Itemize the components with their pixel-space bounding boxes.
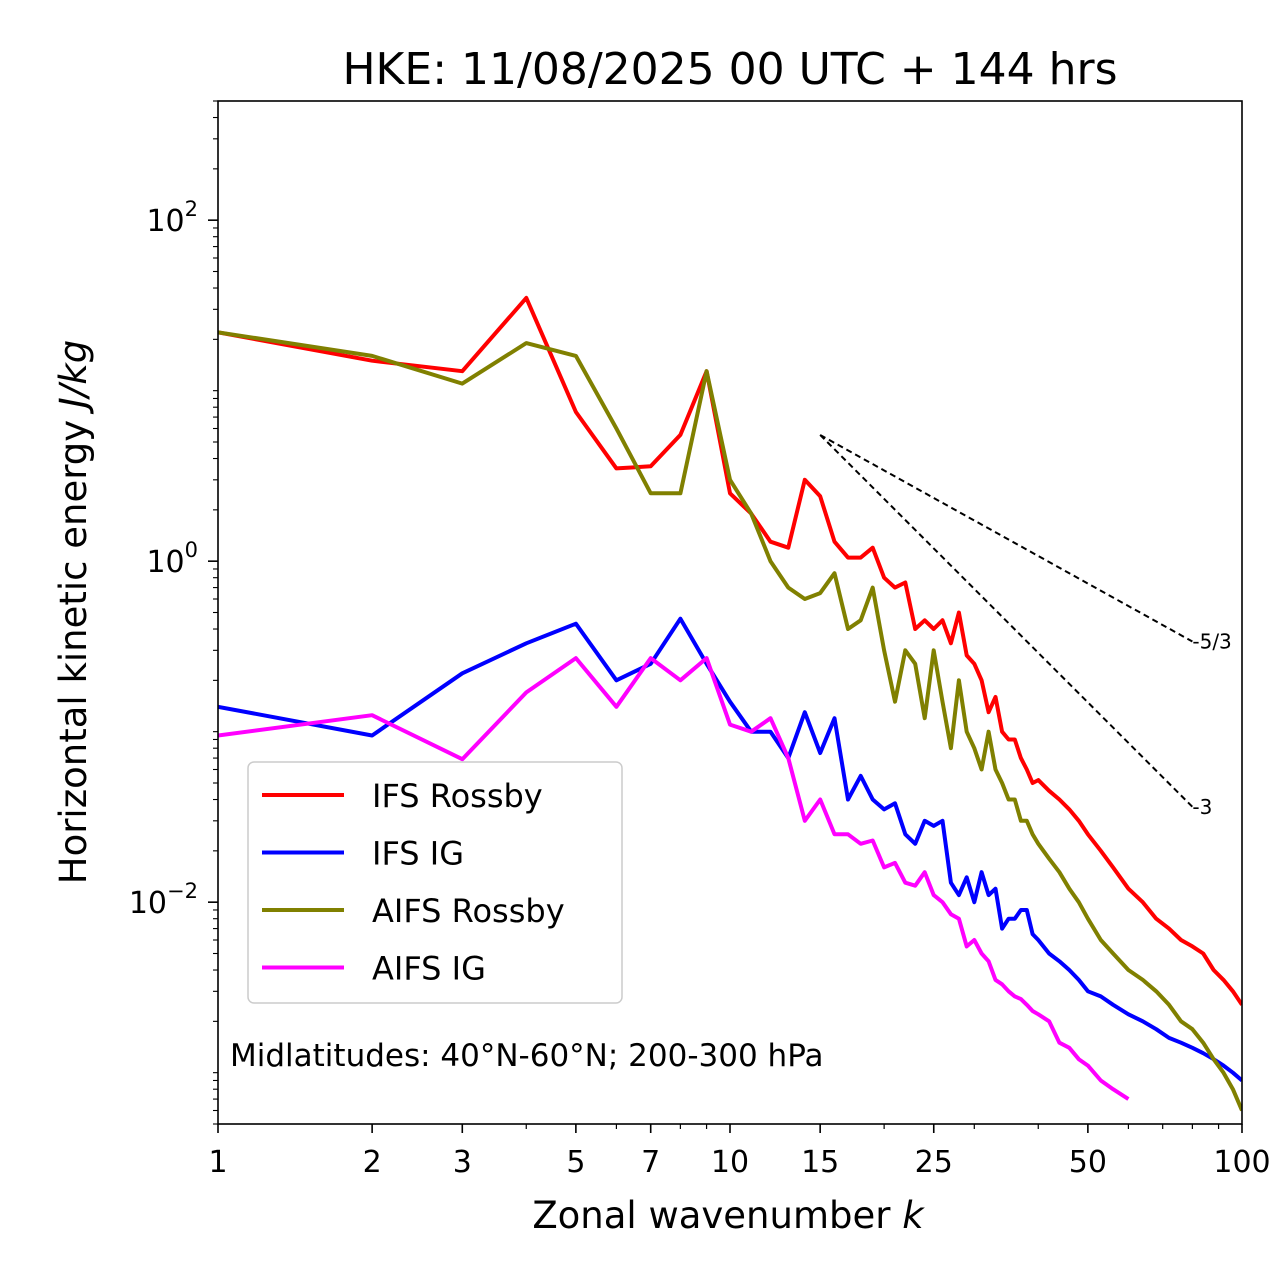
series-line-ifs-rossby bbox=[218, 295, 1242, 1006]
x-tick-label: 5 bbox=[566, 1145, 585, 1180]
legend: IFS Rossby IFS IG AIFS Rossby AIFS IG bbox=[247, 761, 623, 1004]
x-axis-label-text: Zonal wavenumber bbox=[532, 1194, 891, 1237]
x-tick-label: 50 bbox=[1069, 1145, 1107, 1180]
legend-box bbox=[247, 761, 623, 1004]
reference-line-label: -3 bbox=[1192, 795, 1212, 819]
chart-title: HKE: 11/08/2025 00 UTC + 144 hrs bbox=[342, 44, 1117, 95]
y-tick-label-base: 10 bbox=[129, 886, 167, 921]
y-tick-label: 10−2 bbox=[129, 879, 198, 921]
y-tick-label: 102 bbox=[146, 197, 198, 239]
y-axis-label-unit: J/kg bbox=[52, 340, 95, 415]
reference-slope-lines: -5/3 -3 bbox=[819, 434, 1232, 819]
y-axis-label-text: Horizontal kinetic energy bbox=[52, 420, 95, 884]
x-tick-label: 15 bbox=[801, 1145, 839, 1180]
x-tick-label: 7 bbox=[641, 1145, 660, 1180]
series-lines bbox=[218, 295, 1242, 1112]
major-ticks bbox=[208, 219, 1243, 1133]
x-tick-label: 25 bbox=[915, 1145, 953, 1180]
x-tick-label: 100 bbox=[1213, 1145, 1270, 1180]
series-line-aifs-ig bbox=[218, 656, 1130, 1101]
reference-line-minus-5-3 bbox=[819, 434, 1193, 643]
legend-label-aifs-rossby: AIFS Rossby bbox=[372, 892, 565, 930]
minor-ticks bbox=[213, 100, 1220, 1129]
y-tick-label-base: 10 bbox=[146, 204, 184, 239]
x-tick-labels: 1 2 3 5 7 10 15 25 50 100 bbox=[208, 1145, 1270, 1180]
legend-label-ifs-ig: IFS IG bbox=[372, 835, 464, 873]
legend-label-aifs-ig: AIFS IG bbox=[372, 950, 486, 988]
y-tick-label-base: 10 bbox=[146, 545, 184, 580]
y-tick-label: 100 bbox=[146, 538, 198, 580]
reference-line-minus-3 bbox=[819, 434, 1194, 808]
y-axis-label: Horizontal kinetic energy J/kg bbox=[52, 340, 95, 884]
legend-label-ifs-rossby: IFS Rossby bbox=[372, 777, 543, 815]
x-tick-label: 2 bbox=[363, 1145, 382, 1180]
y-tick-label-exponent: 0 bbox=[185, 538, 198, 562]
x-tick-label: 10 bbox=[711, 1145, 749, 1180]
y-tick-label-exponent: 2 bbox=[185, 197, 198, 221]
x-tick-label: 1 bbox=[208, 1145, 227, 1180]
reference-line-label: -5/3 bbox=[1192, 630, 1231, 654]
series-line-aifs-rossby bbox=[218, 330, 1242, 1112]
series-line-ifs-ig bbox=[218, 616, 1242, 1083]
y-tick-label-exponent: −2 bbox=[167, 879, 198, 903]
x-axis-label: Zonal wavenumber k bbox=[532, 1194, 925, 1237]
x-tick-label: 3 bbox=[453, 1145, 472, 1180]
region-annotation: Midlatitudes: 40°N-60°N; 200-300 hPa bbox=[230, 1038, 824, 1074]
x-axis-label-var: k bbox=[902, 1194, 925, 1237]
